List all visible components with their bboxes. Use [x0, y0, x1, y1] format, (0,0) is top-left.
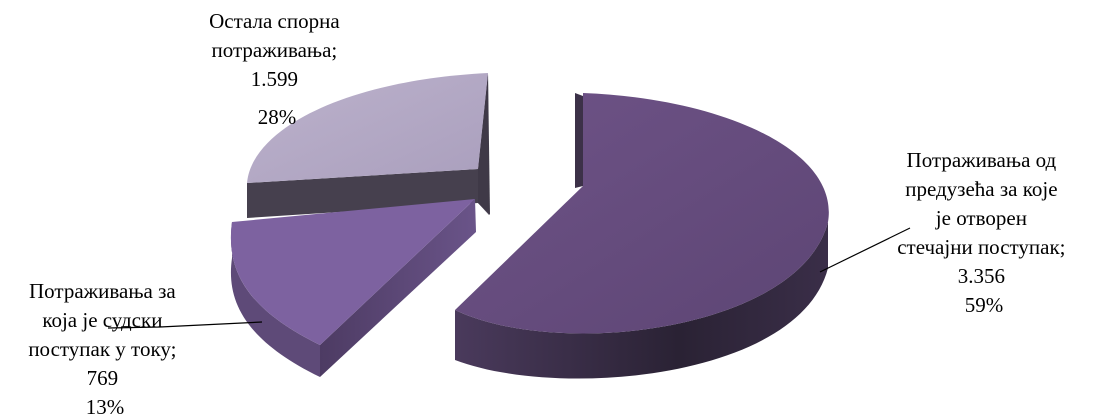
slice-1-inner-side: [320, 199, 476, 377]
slice-2-percent: 28%: [258, 105, 297, 129]
leader-line-0: [819, 227, 911, 273]
slice-1-label-line-2: поступак у току;: [28, 337, 176, 361]
slice-1-top: [230, 199, 475, 345]
slice-1-label-line-0: Потраживања за: [29, 279, 176, 303]
slice-0-label-line-3: стечајни поступак;: [897, 235, 1065, 259]
slice-0-percent: 59%: [965, 293, 1004, 317]
slice-2-label-line-1: потраживања;: [211, 38, 337, 62]
slice-1-label-line-1: која је судски: [42, 308, 162, 332]
slice-0-label-line-0: Потраживања од: [907, 148, 1057, 172]
pie-slice-0: [455, 93, 829, 379]
slice-1-value: 769: [87, 366, 119, 390]
slice-0-label-line-2: је отворен: [935, 206, 1027, 230]
slice-2-label: Остала спорна потраживања; 1.599 28%: [209, 9, 345, 129]
slice-0-outer-side: [455, 222, 828, 379]
slice-0-top: [455, 93, 829, 334]
leader-line-1: [107, 321, 263, 329]
pie-slice-1: [230, 199, 476, 377]
slice-2-top: [247, 73, 488, 183]
slice-0-value: 3.356: [958, 264, 1005, 288]
slice-1-label: Потраживања за која је судски поступак у…: [28, 279, 181, 419]
slice-2-label-line-0: Остала спорна: [209, 9, 340, 33]
slice-1-outer-side: [230, 222, 320, 377]
slice-1-percent: 13%: [86, 395, 125, 419]
pie-slice-2: [247, 73, 490, 218]
slice-0-label-line-1: предузећа за које: [905, 177, 1057, 201]
slice-2-value: 1.599: [251, 67, 298, 91]
slice-0-label: Потраживања од предузећа за које је отво…: [897, 148, 1071, 317]
